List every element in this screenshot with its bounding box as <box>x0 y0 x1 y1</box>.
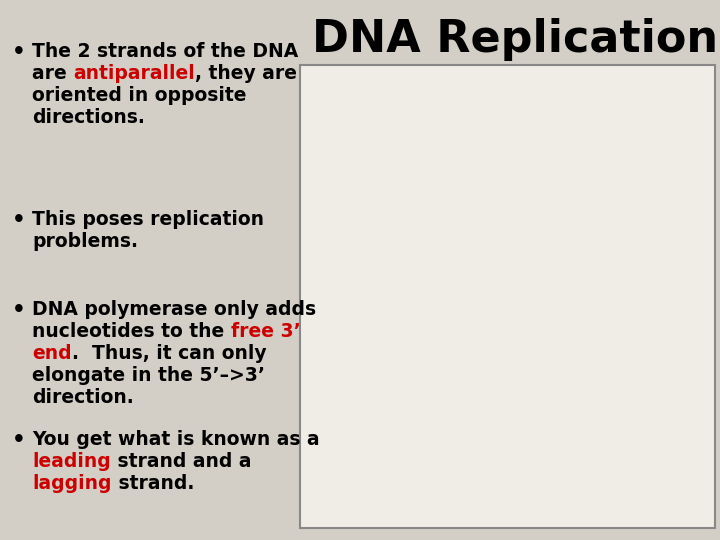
Text: directions.: directions. <box>32 108 145 127</box>
Text: are: are <box>32 64 73 83</box>
Text: strand.: strand. <box>112 474 194 493</box>
Text: leading: leading <box>32 452 111 471</box>
Text: This poses replication: This poses replication <box>32 210 264 229</box>
Text: lagging: lagging <box>32 474 112 493</box>
Text: DNA polymerase only adds: DNA polymerase only adds <box>32 300 316 319</box>
Text: strand and a: strand and a <box>111 452 251 471</box>
Text: nucleotides to the: nucleotides to the <box>32 322 230 341</box>
Text: The 2 strands of the DNA: The 2 strands of the DNA <box>32 42 298 61</box>
Text: antiparallel: antiparallel <box>73 64 195 83</box>
Text: end: end <box>32 344 71 363</box>
Text: .  Thus, it can only: . Thus, it can only <box>71 344 266 363</box>
Text: •: • <box>12 300 26 320</box>
Text: DNA Replication: DNA Replication <box>312 18 718 61</box>
Text: problems.: problems. <box>32 232 138 251</box>
Text: direction.: direction. <box>32 388 134 407</box>
Text: You get what is known as a: You get what is known as a <box>32 430 320 449</box>
Text: oriented in opposite: oriented in opposite <box>32 86 246 105</box>
Text: •: • <box>12 42 26 62</box>
Text: •: • <box>12 210 26 230</box>
Text: •: • <box>12 430 26 450</box>
Bar <box>300 65 715 528</box>
Text: , they are: , they are <box>195 64 297 83</box>
Text: free 3’: free 3’ <box>230 322 300 341</box>
Text: elongate in the 5’–>3’: elongate in the 5’–>3’ <box>32 366 265 385</box>
